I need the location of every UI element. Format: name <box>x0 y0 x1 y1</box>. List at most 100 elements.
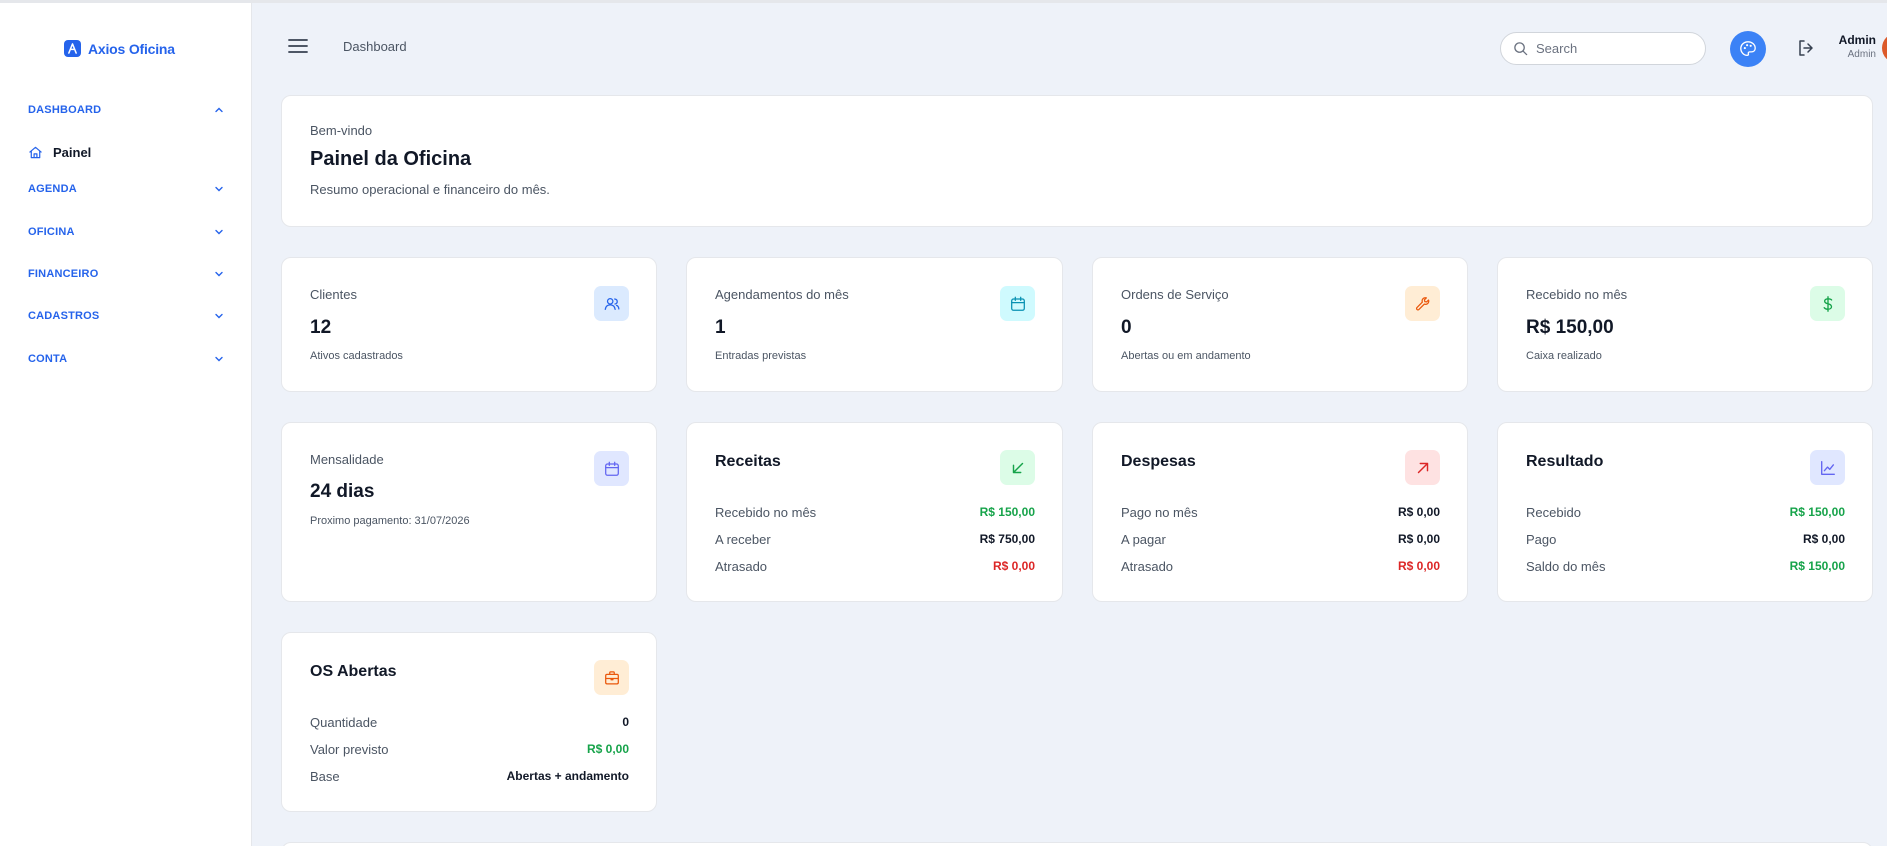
receitas-card: Receitas Recebido no mês R$ 150,00 A rece… <box>686 422 1063 602</box>
stat-subtitle: Caixa realizado <box>1526 350 1602 362</box>
welcome-eyebrow: Bem-vindo <box>310 123 373 138</box>
search-box[interactable] <box>1500 32 1706 65</box>
chevron-up-icon <box>215 107 223 113</box>
stat-card-recebido: Recebido no mês R$ 150,00 Caixa realizad… <box>1497 257 1873 392</box>
stat-value: 24 dias <box>310 481 375 502</box>
briefcase-icon <box>594 660 629 695</box>
stat-value: 1 <box>715 317 726 338</box>
page-title: Painel da Oficina <box>310 148 472 170</box>
stat-subtitle: Ativos cadastrados <box>310 350 403 362</box>
row-value: Abertas + andamento <box>506 769 629 783</box>
brand[interactable]: Axios Oficina <box>64 40 175 57</box>
user-name: Admin <box>1838 33 1876 47</box>
stat-value: 12 <box>310 317 332 338</box>
row-label: Base <box>310 768 340 784</box>
sidebar-section-oficina[interactable]: OFICINA <box>28 221 224 243</box>
sidebar-section-label: DASHBOARD <box>28 104 102 116</box>
brand-logo-icon <box>64 40 81 57</box>
logout-button[interactable] <box>1796 38 1818 60</box>
dollar-icon <box>1810 286 1845 321</box>
stat-label: Mensalidade <box>310 452 384 467</box>
summary-row: Base Abertas + andamento <box>310 767 629 785</box>
arrow-up-right-icon <box>1405 450 1440 485</box>
row-value: R$ 0,00 <box>1802 532 1845 546</box>
row-value: R$ 0,00 <box>586 742 629 756</box>
arrow-down-left-icon <box>1000 450 1035 485</box>
brand-name: Axios Oficina <box>88 40 175 57</box>
row-value: R$ 0,00 <box>1397 532 1440 546</box>
next-payment-text: Proximo pagamento: 31/07/2026 <box>310 515 470 527</box>
palette-icon <box>1740 41 1756 56</box>
summary-row: Saldo do mês R$ 150,00 <box>1526 557 1845 575</box>
stat-card-ordens: Ordens de Serviço 0 Abertas ou em andame… <box>1092 257 1468 392</box>
sidebar-section-label: CONTA <box>28 353 68 365</box>
calendar-icon <box>1000 286 1035 321</box>
stat-value: R$ 150,00 <box>1526 317 1614 338</box>
card-title: Receitas <box>715 453 781 470</box>
row-label: Recebido no mês <box>715 504 817 520</box>
row-value: R$ 0,00 <box>1397 505 1440 519</box>
users-icon <box>594 286 629 321</box>
user-menu[interactable]: Admin Admin <box>1838 33 1876 60</box>
sidebar-section-financeiro[interactable]: FINANCEIRO <box>28 263 224 285</box>
row-label: A pagar <box>1121 531 1166 547</box>
row-value: R$ 150,00 <box>1789 505 1845 519</box>
row-value: 0 <box>622 715 629 729</box>
sidebar-item-label: Painel <box>53 144 92 160</box>
card-title: OS Abertas <box>310 663 397 680</box>
logout-icon <box>1799 40 1813 56</box>
calendar-icon <box>594 451 629 486</box>
summary-row: Pago R$ 0,00 <box>1526 530 1845 548</box>
search-icon <box>1514 42 1528 56</box>
card-title: Despesas <box>1121 453 1196 470</box>
stat-label: Recebido no mês <box>1526 287 1628 302</box>
chevron-down-icon <box>215 186 223 192</box>
row-label: Valor previsto <box>310 741 389 757</box>
stat-label: Agendamentos do mês <box>715 287 849 302</box>
row-label: Atrasado <box>715 558 768 574</box>
summary-row: Recebido R$ 150,00 <box>1526 503 1845 521</box>
stat-value: 0 <box>1121 317 1132 338</box>
sidebar-section-cadastros[interactable]: CADASTROS <box>28 305 224 327</box>
summary-row: Atrasado R$ 0,00 <box>1121 557 1440 575</box>
row-label: Recebido <box>1526 504 1581 520</box>
row-label: Pago no mês <box>1121 504 1198 520</box>
stat-card-agendamentos: Agendamentos do mês 1 Entradas previstas <box>686 257 1063 392</box>
row-label: Saldo do mês <box>1526 558 1606 574</box>
search-input[interactable] <box>1536 41 1686 56</box>
row-value: R$ 750,00 <box>979 532 1035 546</box>
summary-row: A pagar R$ 0,00 <box>1121 530 1440 548</box>
stat-card-mensalidade: Mensalidade 24 dias Proximo pagamento: 3… <box>281 422 657 602</box>
chevron-down-icon <box>215 313 223 319</box>
row-value: R$ 150,00 <box>1789 559 1845 573</box>
avatar[interactable] <box>1882 33 1887 63</box>
chevron-down-icon <box>215 271 223 277</box>
hamburger-icon <box>288 39 308 53</box>
summary-row: Quantidade 0 <box>310 713 629 731</box>
theme-palette-button[interactable] <box>1730 31 1766 67</box>
row-label: Atrasado <box>1121 558 1174 574</box>
welcome-card: Bem-vindo Painel da Oficina Resumo opera… <box>281 95 1873 227</box>
next-card-partial <box>281 842 1873 846</box>
sidebar-item-painel[interactable]: Painel <box>28 140 224 164</box>
sidebar-section-agenda[interactable]: AGENDA <box>28 178 224 200</box>
resultado-card: Resultado Recebido R$ 150,00 Pago R$ 0,00 … <box>1497 422 1873 602</box>
despesas-card: Despesas Pago no mês R$ 0,00 A pagar R$ 0,… <box>1092 422 1468 602</box>
sidebar-section-conta[interactable]: CONTA <box>28 348 224 370</box>
sidebar-section-label: AGENDA <box>28 183 77 195</box>
sidebar-section-label: OFICINA <box>28 226 75 238</box>
sidebar-section-label: FINANCEIRO <box>28 268 99 280</box>
home-icon <box>29 146 42 158</box>
card-title: Resultado <box>1526 453 1604 470</box>
menu-toggle-button[interactable] <box>288 38 308 54</box>
sidebar-section-dashboard[interactable]: DASHBOARD <box>28 99 224 121</box>
sidebar-section-label: CADASTROS <box>28 310 100 322</box>
row-value: R$ 0,00 <box>1397 559 1440 573</box>
stat-label: Clientes <box>310 287 357 302</box>
wrench-icon <box>1405 286 1440 321</box>
chevron-down-icon <box>215 229 223 235</box>
breadcrumb: Dashboard <box>343 39 407 54</box>
summary-row: Atrasado R$ 0,00 <box>715 557 1035 575</box>
sidebar: Axios Oficina DASHBOARD Painel AGENDA OF… <box>0 3 252 846</box>
summary-row: Pago no mês R$ 0,00 <box>1121 503 1440 521</box>
